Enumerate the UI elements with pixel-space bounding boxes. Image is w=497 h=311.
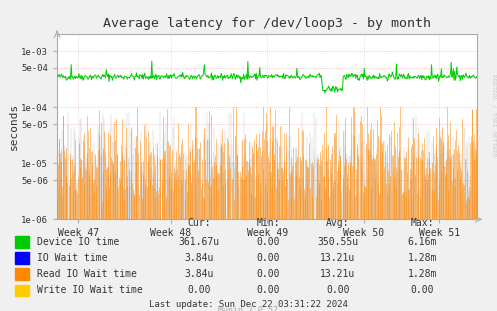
Text: 6.16m: 6.16m [408,237,437,247]
Text: 0.00: 0.00 [256,269,280,279]
Text: 13.21u: 13.21u [321,269,355,279]
Text: 3.84u: 3.84u [184,269,214,279]
Text: 13.21u: 13.21u [321,253,355,263]
Text: 0.00: 0.00 [256,237,280,247]
Text: 0.00: 0.00 [326,285,350,295]
Text: Device IO time: Device IO time [37,237,119,247]
Text: Read IO Wait time: Read IO Wait time [37,269,137,279]
Text: 350.55u: 350.55u [318,237,358,247]
Text: IO Wait time: IO Wait time [37,253,108,263]
Text: Max:: Max: [411,218,434,228]
Text: 1.28m: 1.28m [408,253,437,263]
Text: Cur:: Cur: [187,218,211,228]
Text: 0.00: 0.00 [256,285,280,295]
Text: 361.67u: 361.67u [178,237,219,247]
Text: Last update: Sun Dec 22 03:31:22 2024: Last update: Sun Dec 22 03:31:22 2024 [149,300,348,309]
Text: 1.28m: 1.28m [408,269,437,279]
Text: 0.00: 0.00 [187,285,211,295]
Y-axis label: seconds: seconds [8,103,18,150]
Text: Munin 2.0.57: Munin 2.0.57 [219,306,278,311]
Text: Min:: Min: [256,218,280,228]
Text: Avg:: Avg: [326,218,350,228]
Text: Write IO Wait time: Write IO Wait time [37,285,143,295]
Text: 0.00: 0.00 [256,253,280,263]
Text: RRDTOOL / TOBI OETIKER: RRDTOOL / TOBI OETIKER [491,74,496,156]
Text: 3.84u: 3.84u [184,253,214,263]
Title: Average latency for /dev/loop3 - by month: Average latency for /dev/loop3 - by mont… [103,17,431,30]
Text: 0.00: 0.00 [411,285,434,295]
